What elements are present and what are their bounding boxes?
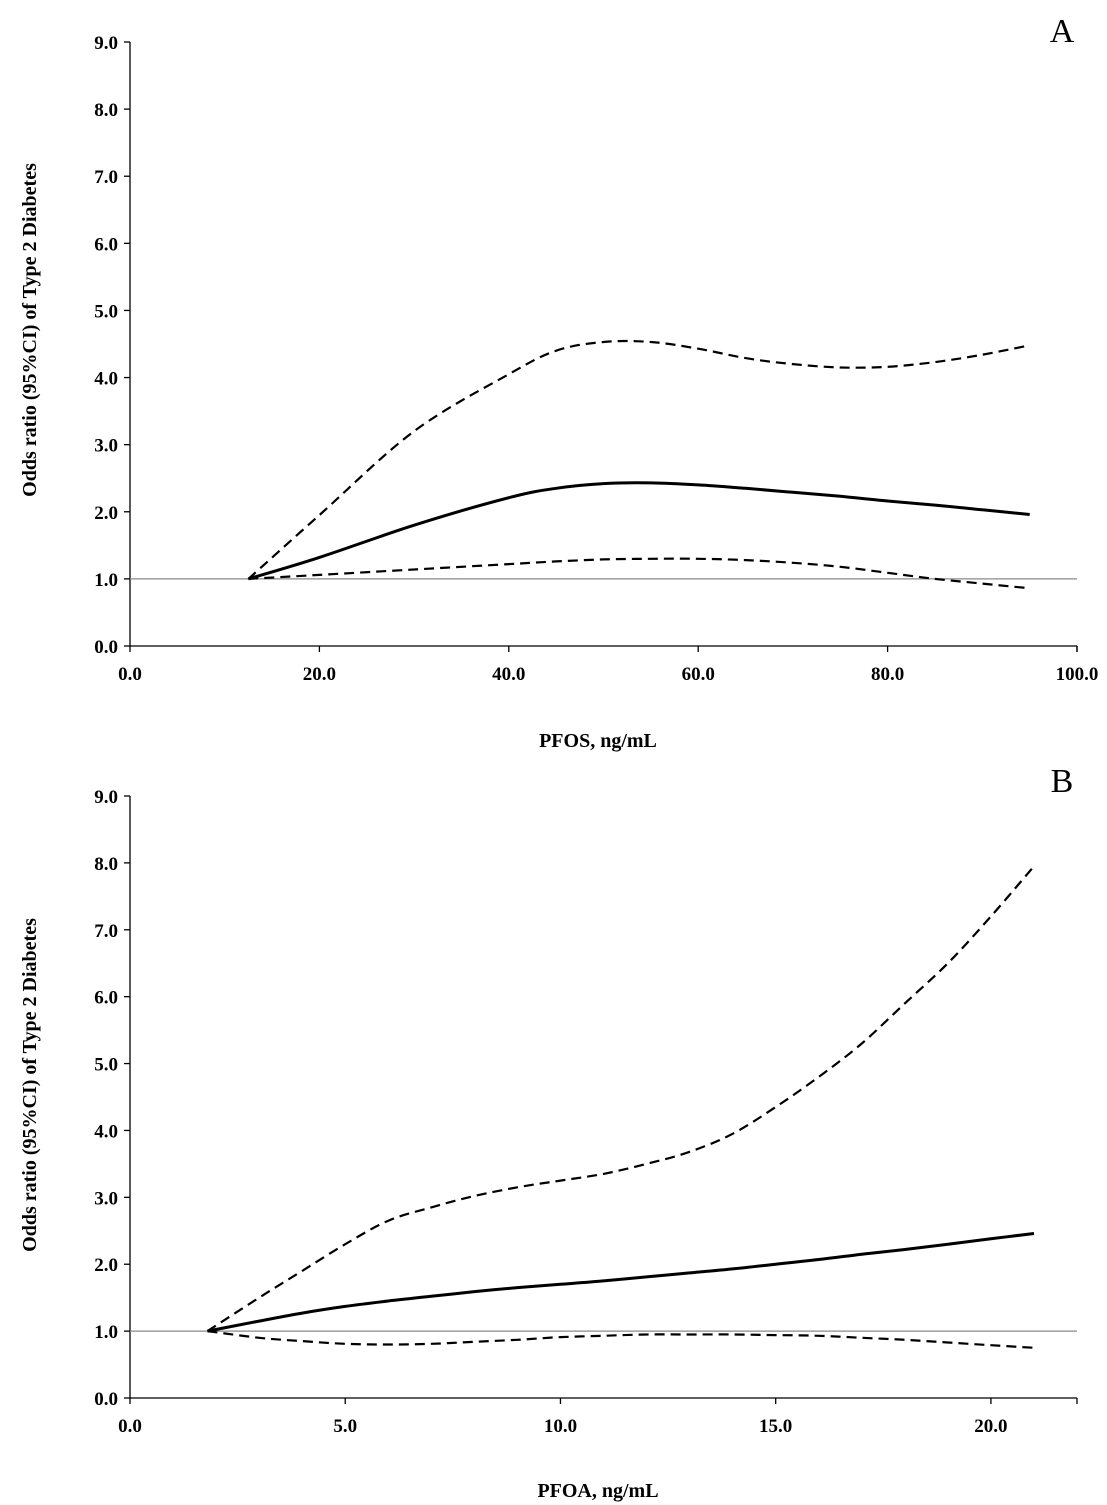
panel-a-y-tick-label: 9.0 — [94, 33, 118, 54]
panel-b-y-tick-label: 5.0 — [94, 1055, 118, 1076]
panel-a-x-tick-label: 40.0 — [492, 664, 525, 685]
panel-b-y-tick-label: 7.0 — [94, 921, 118, 942]
panel-b-y-tick-label: 1.0 — [94, 1322, 118, 1343]
panel-b-x-tick-label: 10.0 — [544, 1416, 577, 1437]
panel-a-y-tick-label: 4.0 — [94, 369, 118, 390]
panel-a-x-tick-label: 100.0 — [1056, 664, 1099, 685]
panel-b-y-tick-label: 2.0 — [94, 1255, 118, 1276]
panel-b-y-tick-label: 4.0 — [94, 1121, 118, 1142]
panel-a-x-tick-label: 80.0 — [871, 664, 904, 685]
panel-a-odds-ratio-line — [247, 481, 1030, 581]
panel-a-x-tick-label: 60.0 — [682, 664, 715, 685]
panel-b-y-tick-label: 3.0 — [94, 1188, 118, 1209]
panel-b-x-tick-label: 20.0 — [974, 1416, 1007, 1437]
panel-b-y-tick-label: 8.0 — [94, 854, 118, 875]
panel-b-x-tick-label: 0.0 — [118, 1416, 142, 1437]
panel-b-y-tick-label: 6.0 — [94, 988, 118, 1009]
panel-a-y-tick-label: 7.0 — [94, 167, 118, 188]
panel-b-y-tick-label: 0.0 — [94, 1389, 118, 1410]
panel-b-label: B — [1051, 763, 1074, 800]
panel-b-x-tick-label: 5.0 — [333, 1416, 357, 1437]
panel-b-y-tick-label: 9.0 — [94, 787, 118, 808]
panel-a-y-tick-label: 6.0 — [94, 234, 118, 255]
panel-a-y-tick-label: 0.0 — [94, 637, 118, 658]
panel-a-y-axis-title: Odds ratio (95%CI) of Type 2 Diabetes — [19, 163, 41, 497]
panel-b-x-axis-title: PFOA, ng/mL — [537, 1480, 658, 1502]
panel-a-upper-ci-line — [247, 339, 1030, 580]
panel-a-y-tick-label: 2.0 — [94, 503, 118, 524]
panel-b-x-tick-label: 15.0 — [759, 1416, 792, 1437]
panel-a-y-tick-label: 1.0 — [94, 570, 118, 591]
panel-b-chart: B PFOA, ng/mL Odds ratio (95%CI) of Type… — [19, 763, 1078, 1502]
panel-b-lower-ci-line — [207, 1330, 1035, 1349]
panel-a-x-tick-label: 0.0 — [118, 664, 142, 685]
panel-a-x-tick-label: 20.0 — [303, 664, 336, 685]
panel-b-odds-ratio-line — [207, 1232, 1035, 1333]
panel-b-y-axis-title: Odds ratio (95%CI) of Type 2 Diabetes — [19, 918, 41, 1252]
panel-a-x-axis-title: PFOS, ng/mL — [539, 730, 657, 752]
panel-a-y-tick-label: 5.0 — [94, 301, 118, 322]
panel-a-label: A — [1050, 13, 1075, 50]
panel-a-y-tick-label: 3.0 — [94, 436, 118, 457]
panel-a-lower-ci-line — [248, 557, 1030, 590]
panel-a-chart: A PFOS, ng/mL Odds ratio (95%CI) of Type… — [19, 13, 1098, 752]
panel-a-y-tick-label: 8.0 — [94, 100, 118, 121]
panel-b-upper-ci-line — [206, 865, 1035, 1333]
